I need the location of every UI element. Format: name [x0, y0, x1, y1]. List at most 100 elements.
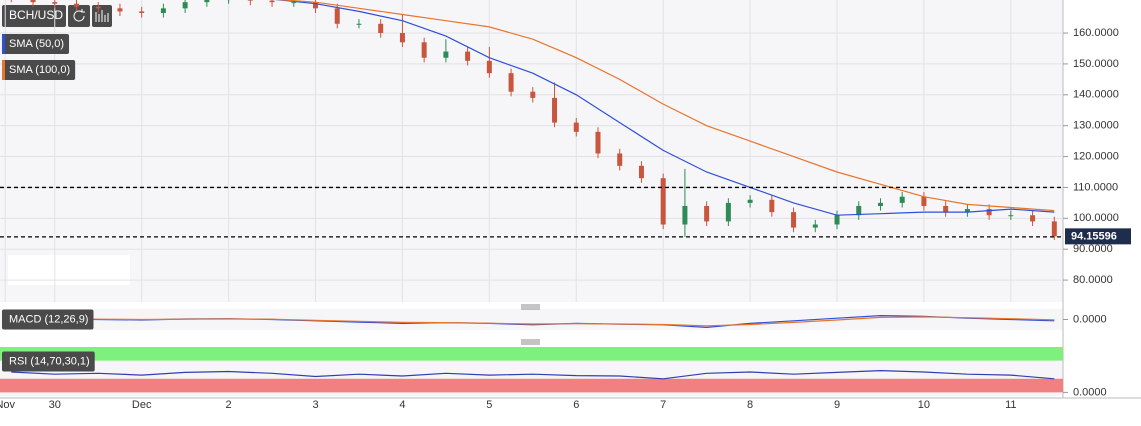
candle-body [834, 215, 840, 225]
candle-body [812, 224, 818, 228]
candle-body [247, 0, 253, 1]
candle-body [1008, 215, 1014, 217]
legend-label: SMA (100,0) [9, 64, 70, 76]
series-line [11, 316, 1055, 327]
candle-body [30, 0, 36, 3]
candle-body [769, 199, 775, 213]
candle-body [443, 51, 449, 58]
y-tick-label: 0.0000 [1073, 386, 1107, 398]
band [0, 378, 1063, 393]
candle-body [747, 199, 753, 203]
candle-body [791, 212, 797, 228]
x-tick-label: Nov [0, 399, 15, 411]
panel-resize-handle[interactable] [521, 304, 540, 310]
y-tick-label: 130.0000 [1073, 120, 1119, 132]
candle-body [399, 33, 405, 43]
y-tick-label: 90.0000 [1073, 243, 1113, 255]
plot: Nov 30 Dec 2 3 4 5 6 7 8 9 10 11 80.0000 90.0000 100.00… [0, 0, 1131, 411]
candle-body [95, 6, 101, 9]
candle-body [638, 165, 644, 179]
legend-swatch [2, 60, 5, 80]
x-tick-label: 2 [226, 399, 232, 411]
x-tick-label: 9 [834, 399, 840, 411]
x-tick-label: 7 [660, 399, 666, 411]
y-tick-label: 80.0000 [1073, 274, 1113, 286]
legend-label: RSI (14,70,30,1) [9, 355, 90, 367]
candle-body [1051, 221, 1057, 237]
x-tick-label: 30 [49, 399, 61, 411]
candle-body [921, 196, 927, 206]
y-tick-label: 160.0000 [1073, 27, 1119, 39]
candle-body [1030, 215, 1036, 222]
candle-body [52, 2, 58, 4]
x-tick-label: 4 [399, 399, 405, 411]
price-tag-label: 94.15596 [1071, 230, 1117, 242]
series-line [11, 369, 1055, 380]
candle-body [595, 131, 601, 154]
y-tick-label: 100.0000 [1073, 212, 1119, 224]
price-tag [1065, 228, 1131, 245]
legend-box [2, 60, 76, 80]
legend-box [2, 34, 70, 54]
symbol-box[interactable] [2, 5, 66, 27]
candle-body [356, 23, 362, 25]
candle-body [660, 178, 666, 225]
candle-body [334, 8, 340, 24]
candle-body [139, 11, 145, 13]
candle-body [73, 3, 79, 7]
candle-body [378, 23, 384, 34]
candle-body [291, 2, 297, 4]
candle-body [117, 8, 123, 12]
candle-body [530, 91, 536, 98]
y-tick-label: 120.0000 [1073, 150, 1119, 162]
candle-body [877, 202, 883, 206]
x-tick-label: 6 [573, 399, 579, 411]
refresh-button[interactable] [68, 5, 90, 27]
chart-type-icon [95, 10, 109, 22]
price-panel [0, 0, 1063, 302]
legend-label: MACD (12,26,9) [9, 313, 88, 325]
candle-body [552, 97, 558, 123]
candle-body [160, 8, 166, 13]
series-line [274, 0, 1055, 216]
legend-box [2, 351, 95, 372]
candle-body [573, 122, 579, 132]
candle-body [421, 42, 427, 58]
candle-body [269, 0, 275, 3]
x-tick-label: 10 [918, 399, 930, 411]
candle-body [943, 205, 949, 213]
candle-body [508, 73, 514, 92]
refresh-icon [73, 9, 85, 22]
candle-body [682, 205, 688, 225]
candle-body [617, 153, 623, 166]
candle-body [465, 51, 471, 61]
y-tick-label: 140.0000 [1073, 89, 1119, 101]
candle-body [899, 196, 905, 203]
x-tick-label: 8 [747, 399, 753, 411]
candle-body [725, 202, 731, 222]
symbol-title: BCH/USD [9, 8, 63, 22]
x-tick-label: 11 [1005, 399, 1016, 411]
candle-body [204, 0, 210, 3]
band [0, 347, 1063, 361]
macd-panel [0, 309, 1063, 330]
x-tick-label: 5 [486, 399, 492, 411]
candle-body [182, 2, 188, 9]
candle-body [704, 205, 710, 222]
candle-body [856, 205, 862, 216]
candle-body [964, 209, 970, 213]
y-tick-label: 0.0000 [1073, 313, 1107, 325]
y-tick-label: 150.0000 [1073, 58, 1119, 70]
y-tick-label: 110.0000 [1073, 181, 1118, 193]
series-line [276, 0, 1055, 212]
candle-body [313, 2, 319, 9]
x-tick-label: Dec [132, 399, 152, 411]
candle-body [986, 209, 992, 216]
legend-box [2, 309, 94, 330]
legend-swatch [2, 34, 5, 54]
legend-label: SMA (50,0) [9, 38, 64, 50]
candle-body [486, 60, 492, 74]
panel-resize-handle[interactable] [521, 339, 540, 345]
x-tick-label: 3 [312, 399, 318, 411]
